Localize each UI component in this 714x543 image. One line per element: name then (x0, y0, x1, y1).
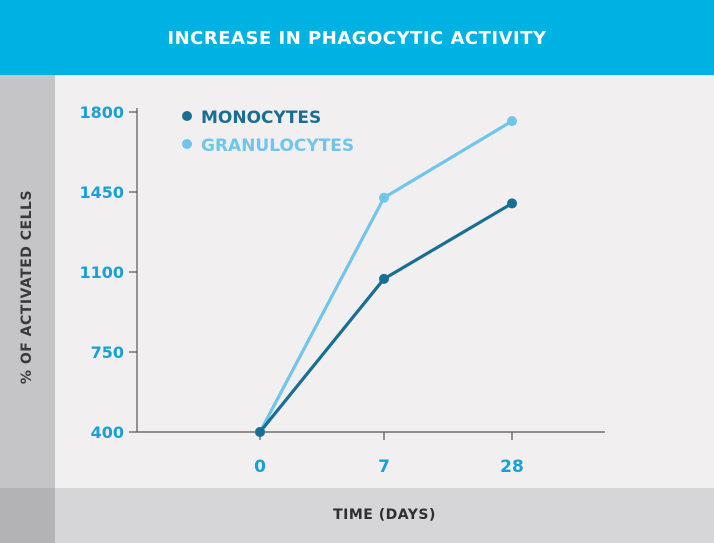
x-axis-label: TIME (DAYS) (333, 507, 436, 523)
granulocytes-legend-marker (182, 139, 192, 149)
monocytes-point (379, 273, 389, 284)
chart-title: INCREASE IN PHAGOCYTIC ACTIVITY (167, 28, 547, 49)
granulocytes-point (507, 116, 517, 127)
y-tick-label: 400 (91, 423, 124, 442)
x-tick-label: 0 (254, 457, 266, 477)
monocytes-point (255, 427, 265, 437)
y-tick-label: 1450 (79, 183, 124, 202)
y-tick-label: 1100 (79, 263, 124, 282)
y-label-strip (0, 75, 55, 543)
title-bar (0, 0, 714, 75)
granulocytes-point (379, 192, 389, 203)
corner-block (0, 488, 55, 543)
x-tick-label: 7 (378, 457, 390, 477)
monocytes-legend-marker (182, 111, 192, 121)
y-tick-label: 750 (91, 343, 124, 362)
x-label-bar (55, 488, 714, 543)
granulocytes-legend-label: GRANULOCYTES (201, 136, 354, 156)
monocytes-legend-label: MONOCYTES (201, 108, 321, 128)
y-tick-label: 1800 (79, 103, 124, 122)
monocytes-point (507, 198, 517, 209)
x-tick-label: 28 (500, 457, 524, 477)
monocytes-line (258, 202, 513, 434)
